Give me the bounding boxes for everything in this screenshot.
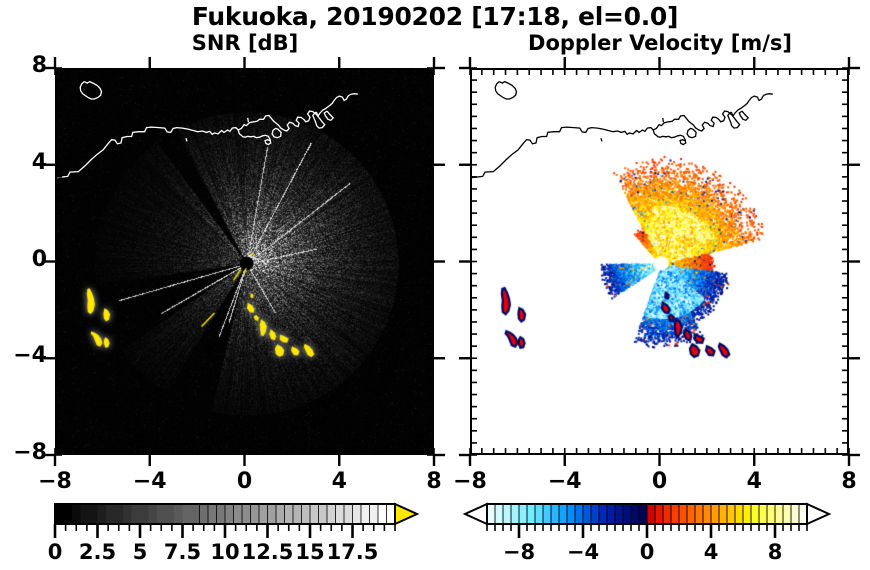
velocity-radar-image bbox=[472, 70, 847, 453]
snr-ytick-label: −4 bbox=[13, 343, 47, 369]
snr-ytick-label: 8 bbox=[31, 53, 47, 78]
snr-ytick-label: −8 bbox=[13, 440, 47, 465]
velocity-colorbar-tick-label: 0 bbox=[639, 540, 655, 564]
snr-xtick-label: −8 bbox=[38, 469, 72, 494]
velocity-colorbar[interactable] bbox=[0, 498, 870, 568]
snr-colorbar-tick-label: 17.5 bbox=[326, 540, 379, 564]
velocity-panel-title: Doppler Velocity [m/s] bbox=[528, 31, 792, 55]
snr-colorbar-tick-label: 0 bbox=[47, 540, 63, 564]
velocity-xtick-label: 8 bbox=[841, 469, 857, 494]
snr-colorbar-tick-label: 7.5 bbox=[163, 540, 202, 564]
snr-ytick-label: 0 bbox=[31, 246, 47, 272]
snr-colorbar[interactable] bbox=[0, 498, 870, 568]
snr-xtick-label: 0 bbox=[236, 469, 253, 494]
velocity-colorbar-tick-label: 8 bbox=[767, 540, 783, 564]
velocity-xtick-label: −8 bbox=[453, 469, 487, 494]
snr-colorbar-tick-label: 12.5 bbox=[241, 540, 294, 564]
snr-xtick-label: −4 bbox=[132, 469, 167, 494]
velocity-colorbar-tick-label: −8 bbox=[502, 540, 536, 564]
snr-radar-image bbox=[57, 70, 432, 453]
velocity-plot-area bbox=[470, 68, 849, 455]
coastline-overlay bbox=[472, 80, 773, 179]
coastline-overlay bbox=[57, 80, 358, 179]
velocity-colorbar-tick-label: 4 bbox=[703, 540, 719, 564]
velocity-xtick-label: −4 bbox=[547, 469, 582, 494]
figure-title: Fukuoka, 20190202 [17:18, el=0.0] bbox=[191, 2, 679, 31]
velocity-xtick-label: 4 bbox=[746, 469, 762, 494]
velocity-xtick-label: 0 bbox=[651, 469, 668, 494]
snr-colorbar-tick-label: 2.5 bbox=[78, 540, 117, 564]
snr-panel-title: SNR [dB] bbox=[191, 31, 299, 55]
velocity-colorbar-tick-label: −4 bbox=[566, 540, 600, 564]
snr-xtick-label: 8 bbox=[426, 469, 442, 494]
snr-colorbar-tick-label: 15 bbox=[295, 540, 325, 564]
snr-colorbar-tick-label: 5 bbox=[132, 540, 148, 564]
snr-xtick-label: 4 bbox=[331, 469, 347, 494]
snr-colorbar-tick-label: 10 bbox=[210, 540, 240, 564]
snr-ytick-label: 4 bbox=[31, 149, 47, 175]
